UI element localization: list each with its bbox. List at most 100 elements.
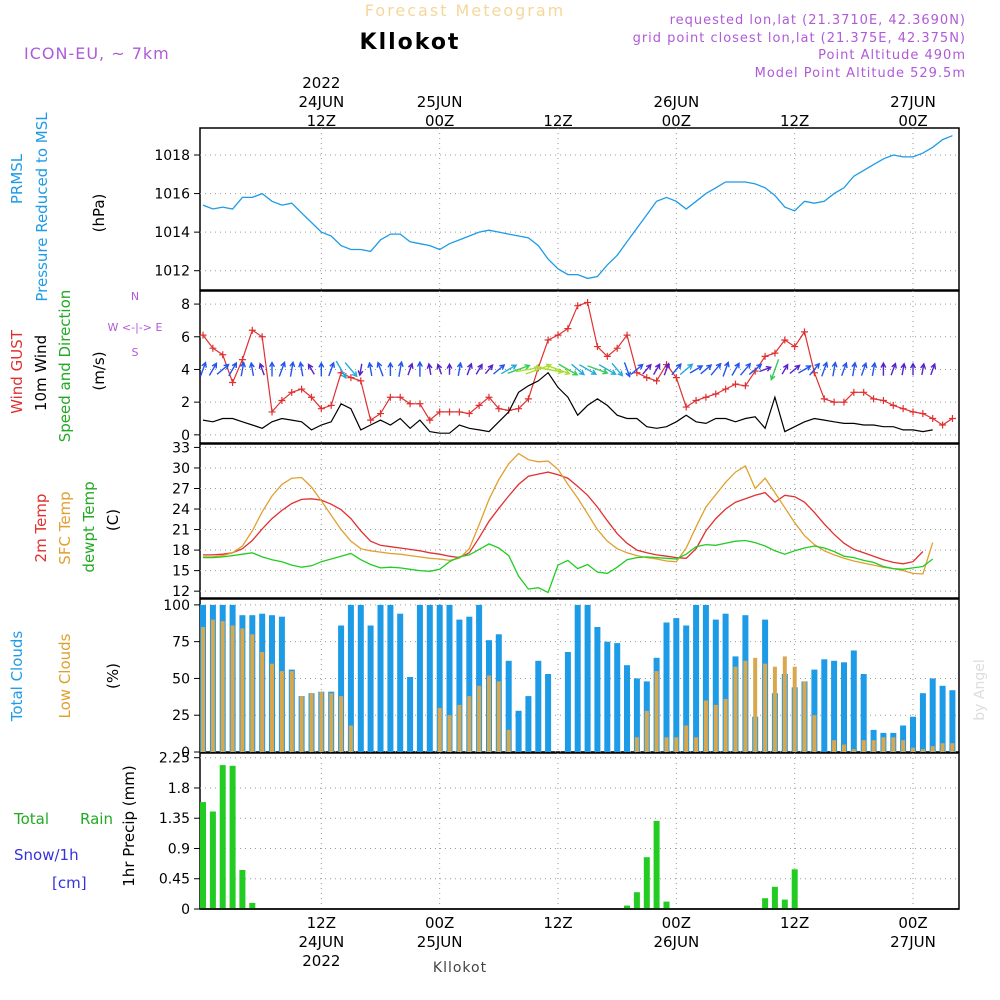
wind-gust-marker xyxy=(258,333,266,341)
low-clouds-bar xyxy=(329,693,334,752)
low-clouds-bar xyxy=(477,685,482,752)
wind-gust-marker xyxy=(712,390,720,398)
wind-gust-marker xyxy=(722,385,730,393)
total-clouds-bar xyxy=(831,660,838,752)
wind-gust-marker xyxy=(613,344,621,352)
compass-n: N xyxy=(131,290,139,303)
wind-direction-arrow xyxy=(387,361,394,376)
y-tick-label: 1018 xyxy=(154,148,190,164)
total-clouds-bar xyxy=(722,613,729,752)
wind-direction-arrow xyxy=(789,364,801,375)
total-clouds-bar xyxy=(525,696,532,752)
wind-gust-marker xyxy=(485,393,493,401)
time-label-top: 00Z xyxy=(662,112,691,130)
precip-bar xyxy=(643,857,650,909)
total-clouds-bar xyxy=(594,627,601,752)
time-label-top: 00Z xyxy=(425,112,454,130)
y-tick-label: 12 xyxy=(172,584,190,600)
low-clouds-bar xyxy=(713,704,718,752)
wind-direction-arrow xyxy=(579,364,598,375)
time-label-bottom: 00Z xyxy=(662,914,691,932)
wind-direction-arrow xyxy=(278,361,286,377)
low-clouds-bar xyxy=(772,666,777,752)
y-tick-label: 1014 xyxy=(154,225,190,241)
y-tick-label: 27 xyxy=(172,481,190,497)
total-clouds-bar xyxy=(584,604,591,752)
time-label-bottom: 2022 xyxy=(302,952,340,970)
low-clouds-bar xyxy=(487,675,491,752)
low-clouds-bar xyxy=(506,729,511,752)
wind-direction-arrow xyxy=(623,362,631,378)
wind-direction-arrow xyxy=(216,363,230,375)
low-clouds-bar xyxy=(289,671,294,752)
y-tick-label: 33 xyxy=(172,440,190,456)
time-label-bottom: 12Z xyxy=(307,914,336,932)
wind-gust-marker xyxy=(446,408,454,416)
time-label-top: 25JUN xyxy=(417,93,463,111)
wind-gust-marker xyxy=(386,393,394,401)
temp-dewpoint-label: dewpt Temp xyxy=(80,481,98,572)
total-clouds-bar xyxy=(505,660,512,752)
wind-direction-arrow xyxy=(397,360,404,377)
low-clouds-bar xyxy=(240,628,245,752)
total-clouds-bar xyxy=(693,604,700,752)
total-clouds-bar xyxy=(564,652,571,752)
wind-direction-arrow xyxy=(930,362,937,376)
low-clouds-bar xyxy=(634,737,639,752)
wind-gust-marker xyxy=(929,414,937,422)
wind-direction-arrow xyxy=(493,364,506,375)
product-title: Forecast Meteogram xyxy=(365,1,565,20)
precip-bar xyxy=(762,898,769,909)
wind-gust-marker xyxy=(840,398,848,406)
low-clouds-bar xyxy=(851,749,856,752)
total-clouds-bar xyxy=(821,659,828,752)
wind-gust-marker xyxy=(475,401,483,409)
wind-10m-line xyxy=(202,371,933,434)
wind-gust-marker xyxy=(781,336,789,344)
wind-direction-arrow xyxy=(298,361,305,377)
wind-gust-marker xyxy=(801,328,809,336)
wind-direction-arrow xyxy=(630,363,644,375)
snow-label: Snow/1h xyxy=(14,846,79,864)
time-label-bottom: 12Z xyxy=(780,914,809,932)
low-clouds-bar xyxy=(812,715,817,752)
total-clouds-bar xyxy=(347,604,354,752)
wind-gust-marker xyxy=(732,380,739,388)
y-tick-label: 15 xyxy=(172,564,190,580)
wind-direction-arrow xyxy=(671,362,682,376)
time-label-top: 00Z xyxy=(898,112,927,130)
requested-coords: requested lon,lat (21.3710E, 42.3690N) xyxy=(670,13,966,28)
wind-direction-arrow xyxy=(798,365,812,374)
wind-10m-label: 10m Wind xyxy=(32,335,50,411)
time-label-bottom: 00Z xyxy=(425,914,454,932)
pressure-line xyxy=(202,135,953,280)
low-clouds-bar xyxy=(753,657,758,752)
wind-gust-marker xyxy=(298,385,306,393)
low-clouds-bar xyxy=(901,740,906,752)
wind-gust-marker xyxy=(682,403,690,411)
time-label-bottom: 12Z xyxy=(543,914,572,932)
wind-gust-marker xyxy=(692,397,700,405)
wind-direction-arrow xyxy=(821,361,829,377)
wind-direction-arrow xyxy=(611,362,624,377)
wind-direction-arrow xyxy=(759,365,773,373)
wind-direction-arrow xyxy=(679,363,694,376)
y-tick-label: 24 xyxy=(172,502,190,518)
precip-bar xyxy=(249,902,256,909)
low-clouds-bar xyxy=(457,704,462,752)
y-tick-label: 4 xyxy=(181,362,190,378)
time-label-bottom: 27JUN xyxy=(890,933,936,951)
wind-direction-arrow xyxy=(228,361,238,377)
total-clouds-bar xyxy=(416,604,423,752)
wind-direction-arrow xyxy=(289,360,296,377)
low-clouds-bar xyxy=(763,663,768,752)
total-clouds-bar xyxy=(841,662,847,752)
low-clouds-bar xyxy=(348,725,353,752)
total-clouds-label: Total Clouds xyxy=(8,631,26,723)
compass-we: W <-|-> E xyxy=(108,321,163,334)
total-clouds-bar xyxy=(910,716,916,752)
wind-gust-marker xyxy=(199,331,207,339)
gridpoint-coords: grid point closest lon,lat (21.375E, 42.… xyxy=(633,31,966,46)
total-clouds-bar xyxy=(426,604,433,752)
